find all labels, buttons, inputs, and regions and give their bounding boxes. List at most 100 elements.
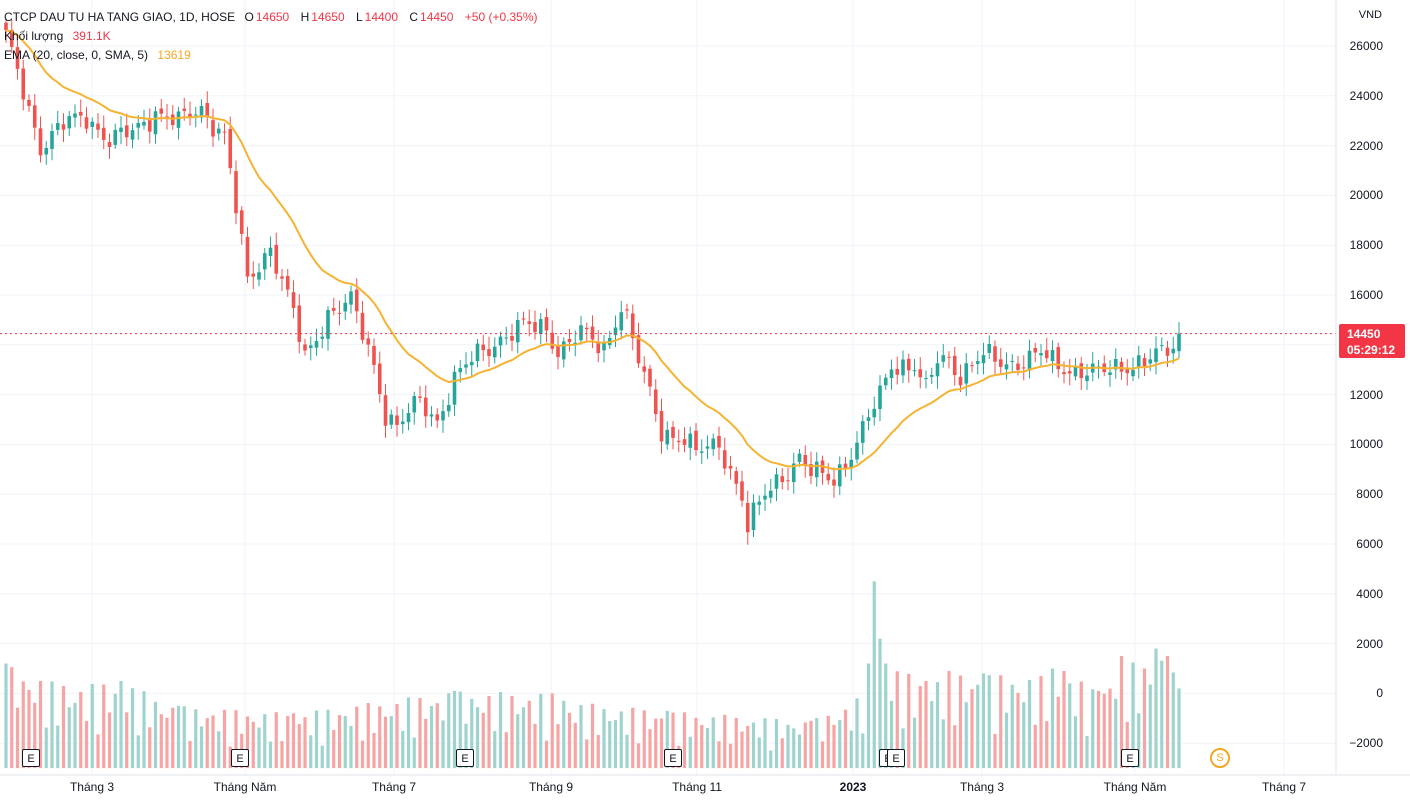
- volume-bar: [878, 638, 882, 769]
- legend-volume-row[interactable]: Khối lượng 391.1K: [4, 27, 537, 46]
- earnings-event-marker[interactable]: E: [22, 749, 40, 767]
- candle-body: [268, 247, 273, 256]
- candle-body: [671, 426, 675, 438]
- volume-bar: [1165, 656, 1170, 769]
- candle-body: [119, 127, 123, 133]
- volume-bar: [1016, 692, 1020, 769]
- volume-bar: [763, 718, 767, 769]
- volume-bar: [297, 723, 301, 769]
- split-event-marker[interactable]: S: [1210, 748, 1230, 768]
- volume-bar: [608, 720, 612, 769]
- volume-bar: [458, 691, 462, 769]
- volume-bar: [320, 745, 324, 769]
- candle-body: [636, 335, 641, 364]
- legend-ema-row[interactable]: EMA (20, close, 0, SMA, 5) 13619: [4, 46, 537, 65]
- volume-bar: [976, 684, 980, 769]
- candle-body: [32, 105, 37, 128]
- candle-body: [1154, 348, 1158, 363]
- volume-bar: [84, 720, 89, 769]
- candle-body: [642, 366, 647, 372]
- volume-bar: [153, 701, 158, 769]
- price-axis-tick: 6000: [1356, 537, 1383, 551]
- volume-bar: [383, 716, 388, 769]
- candle-body: [1062, 372, 1066, 375]
- candle-body: [38, 128, 43, 156]
- earnings-event-marker[interactable]: E: [1121, 749, 1139, 767]
- candle-body: [947, 356, 951, 358]
- candle-body: [84, 117, 89, 129]
- candle-body: [521, 318, 526, 320]
- candle-body: [504, 337, 509, 339]
- candle-body: [176, 111, 181, 128]
- candle-body: [136, 122, 141, 128]
- volume-bar: [274, 712, 278, 769]
- volume-bar: [56, 725, 60, 769]
- candle-body: [544, 317, 549, 331]
- candle-body: [929, 374, 934, 377]
- volume-bar: [188, 740, 192, 769]
- candle-body: [797, 453, 802, 462]
- price-axis-tick: 2000: [1356, 636, 1383, 651]
- candle-body: [970, 365, 974, 367]
- time-axis-tick: Tháng Năm: [213, 780, 277, 794]
- candle-body: [366, 338, 371, 345]
- earnings-event-marker[interactable]: E: [456, 749, 474, 767]
- candle-body: [809, 464, 813, 477]
- volume-bar: [1102, 693, 1106, 769]
- volume-bar: [516, 714, 520, 769]
- volume-bar: [654, 718, 658, 769]
- volume-bar: [1137, 713, 1141, 769]
- volume-bar: [211, 715, 215, 769]
- price-axis-tick: 10000: [1349, 437, 1383, 452]
- volume-bar: [1062, 670, 1066, 769]
- candle-body: [44, 147, 49, 155]
- volume-bar: [73, 702, 77, 769]
- legend-symbol-row: CTCP DAU TU HA TANG GIAO, 1D, HOSE O 1465…: [4, 8, 537, 27]
- earnings-event-marker[interactable]: E: [664, 749, 682, 767]
- volume-bar: [809, 720, 813, 769]
- volume-bar: [251, 721, 255, 769]
- volume-bar: [136, 735, 140, 769]
- candle-body: [147, 119, 152, 132]
- candle-body: [90, 121, 95, 127]
- candle-body: [349, 291, 353, 305]
- volume-bar: [556, 724, 560, 769]
- volume-bar: [182, 706, 186, 769]
- volume-label: Khối lượng: [4, 29, 64, 43]
- volume-bar: [355, 706, 359, 769]
- volume-bar: [21, 681, 25, 769]
- candle-body: [182, 108, 187, 111]
- volume-bar: [1096, 690, 1101, 769]
- volume-bar: [711, 717, 715, 769]
- candle-body: [314, 341, 319, 348]
- candle-body: [308, 345, 313, 349]
- volume-bar: [245, 716, 250, 769]
- candle-body: [826, 473, 831, 481]
- candle-body: [711, 438, 716, 450]
- volume-bar: [67, 707, 71, 769]
- volume-bar: [199, 726, 204, 769]
- price-axis-tick: 16000: [1349, 288, 1383, 302]
- earnings-event-marker[interactable]: E: [887, 749, 905, 767]
- symbol-name[interactable]: CTCP DAU TU HA TANG GIAO, 1D, HOSE: [4, 10, 236, 24]
- ema-label: EMA (20, close, 0, SMA, 5): [4, 48, 149, 62]
- volume-bar: [33, 702, 37, 769]
- volume-bar: [987, 675, 991, 769]
- time-axis-tick: Tháng 9: [528, 780, 574, 794]
- volume-bar: [1160, 660, 1164, 769]
- candle-body: [964, 363, 969, 384]
- candle-body: [665, 429, 670, 445]
- volume-bar: [205, 718, 209, 769]
- earnings-event-marker[interactable]: E: [231, 749, 249, 767]
- volume-bars: [4, 581, 1181, 769]
- time-axis-tick: Tháng 3: [69, 780, 115, 794]
- volume-bar: [613, 720, 618, 769]
- volume-bar: [366, 703, 370, 769]
- volume-bar: [263, 714, 267, 769]
- candle-body: [849, 459, 854, 469]
- price-axis-tick: 24000: [1349, 88, 1383, 103]
- volume-bar: [194, 709, 198, 769]
- volume-bar: [27, 689, 31, 769]
- open-value: 14650: [255, 10, 290, 24]
